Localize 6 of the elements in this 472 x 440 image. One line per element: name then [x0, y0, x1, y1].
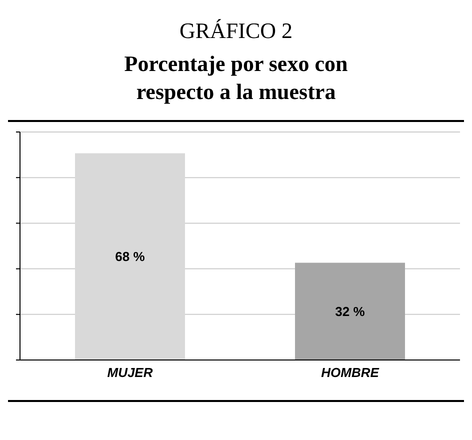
x-tick-label: MUJER: [107, 365, 154, 380]
x-tick-label: HOMBRE: [321, 365, 380, 380]
chart-title: GRÁFICO 2: [178, 18, 294, 44]
data-label: 32 %: [335, 304, 366, 319]
chart-subtitle: Porcentaje por sexo con respecto a la muestra: [123, 50, 349, 106]
data-label: 68 %: [115, 249, 146, 264]
